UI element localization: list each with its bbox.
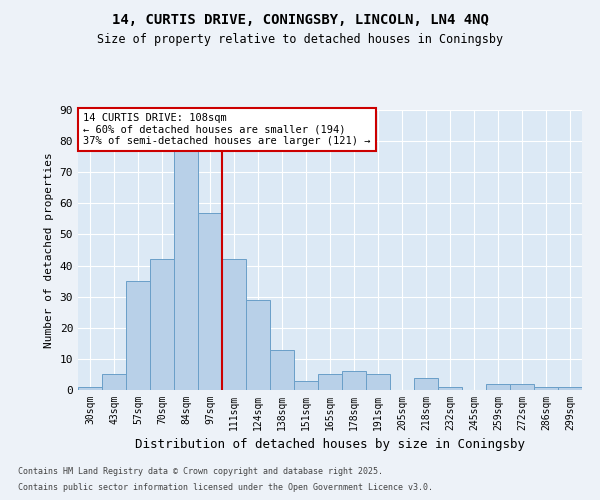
Bar (222, 260, 246, 390)
Bar (558, 387, 582, 390)
Bar (270, 350, 294, 390)
Bar (486, 384, 510, 390)
Bar (534, 387, 558, 390)
Text: Contains HM Land Registry data © Crown copyright and database right 2025.: Contains HM Land Registry data © Crown c… (18, 467, 383, 476)
X-axis label: Distribution of detached houses by size in Coningsby: Distribution of detached houses by size … (135, 438, 525, 452)
Text: 14, CURTIS DRIVE, CONINGSBY, LINCOLN, LN4 4NQ: 14, CURTIS DRIVE, CONINGSBY, LINCOLN, LN… (112, 12, 488, 26)
Y-axis label: Number of detached properties: Number of detached properties (44, 152, 54, 348)
Text: Contains public sector information licensed under the Open Government Licence v3: Contains public sector information licen… (18, 484, 433, 492)
Bar (342, 372, 366, 390)
Bar (366, 374, 390, 390)
Bar (294, 380, 318, 390)
Bar (174, 144, 198, 390)
Bar (510, 384, 534, 390)
Bar (438, 387, 462, 390)
Bar (246, 300, 270, 390)
Bar (318, 374, 342, 390)
Bar (78, 387, 102, 390)
Bar (414, 378, 438, 390)
Bar (102, 374, 126, 390)
Text: 14 CURTIS DRIVE: 108sqm
← 60% of detached houses are smaller (194)
37% of semi-d: 14 CURTIS DRIVE: 108sqm ← 60% of detache… (83, 113, 371, 146)
Text: Size of property relative to detached houses in Coningsby: Size of property relative to detached ho… (97, 32, 503, 46)
Bar (126, 281, 150, 390)
Bar (150, 260, 174, 390)
Bar (198, 212, 222, 390)
